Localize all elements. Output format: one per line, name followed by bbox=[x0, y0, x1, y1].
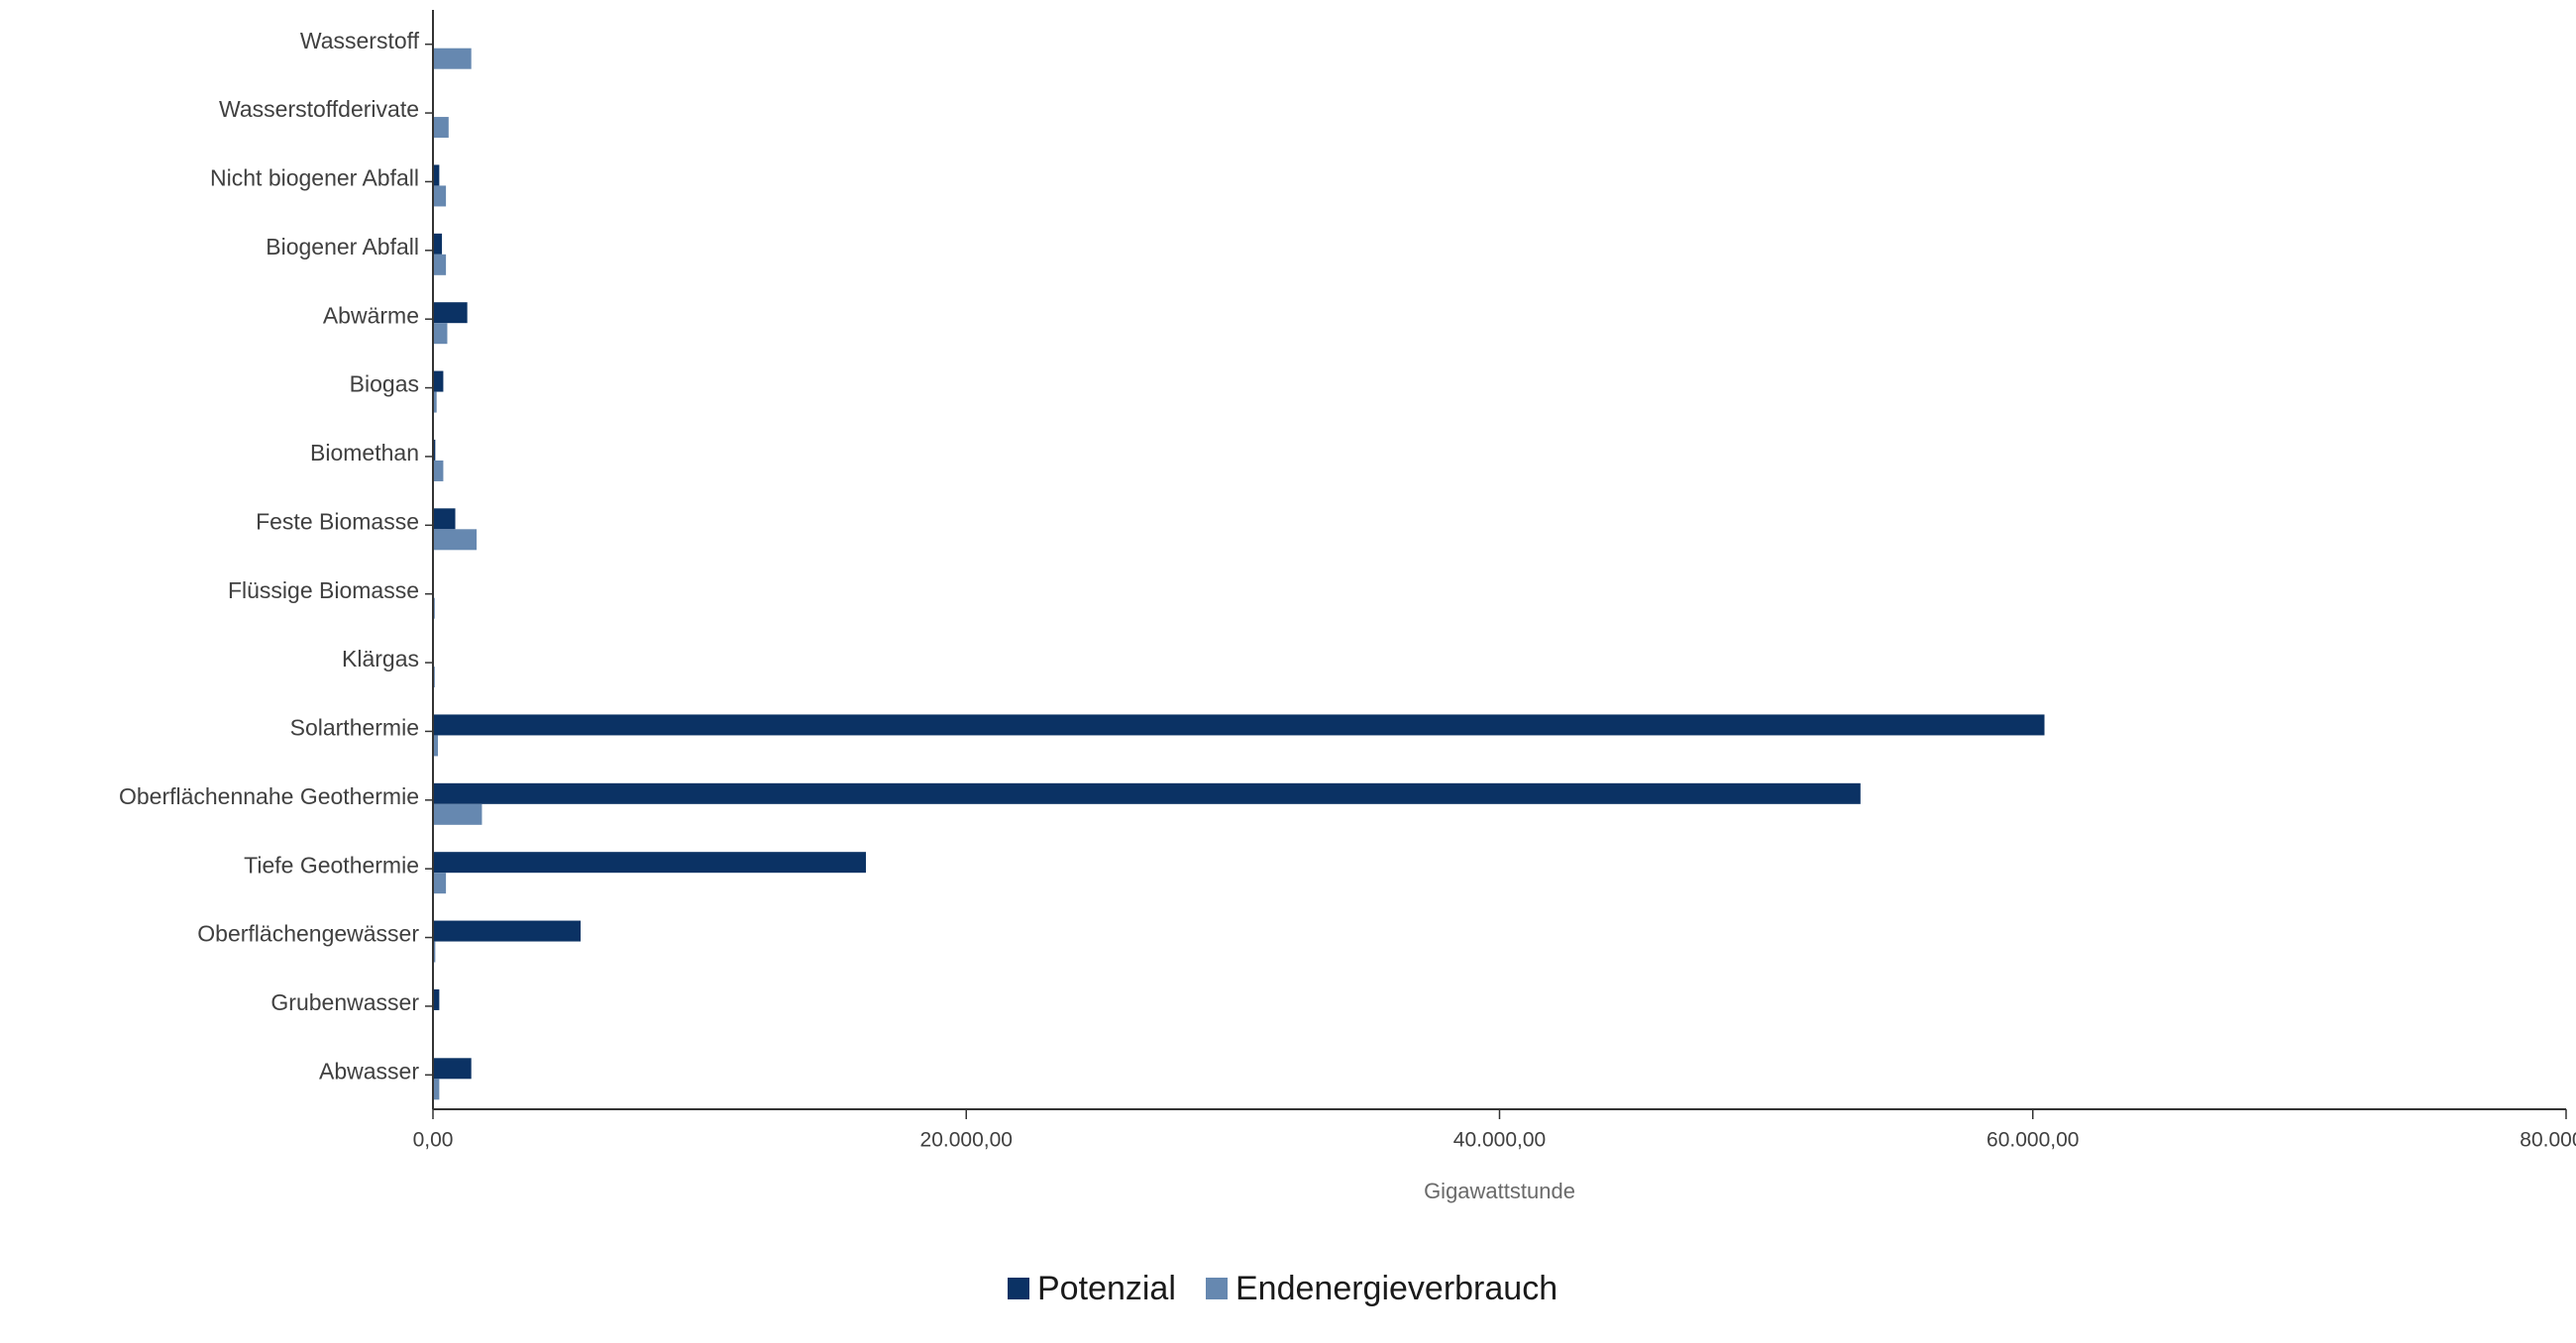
category-label-feste-biomasse: Feste Biomasse bbox=[256, 508, 419, 534]
bar-endenergieverbrauch-nicht-biogener-abfall[interactable] bbox=[434, 185, 447, 207]
category-label-wasserstoff: Wasserstoff bbox=[300, 28, 420, 53]
legend-label-potenzial: Potenzial bbox=[1037, 1270, 1176, 1307]
bar-endenergieverbrauch-klaergas[interactable] bbox=[434, 667, 435, 688]
x-tick-label: 80.000,00 bbox=[2520, 1129, 2576, 1152]
category-label-wasserstoffderivate: Wasserstoffderivate bbox=[219, 96, 419, 122]
category-label-oberflaechengewaesser: Oberflächengewässer bbox=[197, 921, 419, 947]
bar-potenzial-feste-biomasse[interactable] bbox=[434, 508, 456, 530]
bar-endenergieverbrauch-solarthermie[interactable] bbox=[434, 735, 439, 757]
category-label-grubenwasser: Grubenwasser bbox=[270, 989, 419, 1015]
bar-endenergieverbrauch-wasserstoffderivate[interactable] bbox=[434, 117, 449, 139]
bar-potenzial-grubenwasser[interactable] bbox=[434, 988, 440, 1010]
x-axis-ticks: 0,00 20.000,00 40.000,00 60.000,00 80.000,00 bbox=[413, 1109, 2576, 1152]
category-label-fluessige-biomasse: Flüssige Biomasse bbox=[228, 577, 419, 603]
legend-label-endenergieverbrauch: Endenergieverbrauch bbox=[1235, 1270, 1557, 1307]
category-label-tiefe-geothermie: Tiefe Geothermie bbox=[244, 852, 419, 878]
bar-endenergieverbrauch-fluessige-biomasse[interactable] bbox=[434, 597, 435, 619]
category-label-biogas: Biogas bbox=[350, 371, 419, 397]
bar-endenergieverbrauch-biomethan[interactable] bbox=[434, 460, 444, 481]
bar-potenzial-solarthermie[interactable] bbox=[434, 714, 2045, 736]
bar-endenergieverbrauch-abwaerme[interactable] bbox=[434, 323, 448, 345]
bar-potenzial-nicht-biogener-abfall[interactable] bbox=[434, 164, 440, 186]
bars-layer bbox=[434, 48, 2045, 1100]
legend-swatch-endenergieverbrauch bbox=[1206, 1278, 1228, 1299]
legend: Potenzial Endenergieverbrauch bbox=[1008, 1270, 1557, 1307]
bar-endenergieverbrauch-biogener-abfall[interactable] bbox=[434, 254, 447, 275]
category-label-oberflaechennahe-geothermie: Oberflächennahe Geothermie bbox=[119, 783, 419, 809]
bar-endenergieverbrauch-tiefe-geothermie[interactable] bbox=[434, 873, 447, 894]
bar-potenzial-tiefe-geothermie[interactable] bbox=[434, 852, 866, 874]
category-label-abwaerme: Abwärme bbox=[323, 302, 419, 328]
category-label-biomethan: Biomethan bbox=[310, 440, 419, 465]
bar-potenzial-biogas[interactable] bbox=[434, 370, 444, 392]
category-label-nicht-biogener-abfall: Nicht biogener Abfall bbox=[210, 165, 419, 191]
bar-endenergieverbrauch-abwasser[interactable] bbox=[434, 1079, 440, 1100]
x-tick-label: 0,00 bbox=[413, 1129, 454, 1152]
bar-potenzial-abwasser[interactable] bbox=[434, 1058, 472, 1080]
bar-endenergieverbrauch-feste-biomasse[interactable] bbox=[434, 529, 478, 551]
x-axis-title: Gigawattstunde bbox=[1424, 1179, 1575, 1203]
bar-potenzial-oberflaechengewaesser[interactable] bbox=[434, 920, 582, 942]
bar-endenergieverbrauch-oberflaechengewaesser[interactable] bbox=[434, 941, 436, 963]
category-label-klaergas: Klärgas bbox=[342, 646, 419, 672]
bar-potenzial-oberflaechennahe-geothermie[interactable] bbox=[434, 782, 1861, 804]
bar-potenzial-biogener-abfall[interactable] bbox=[434, 233, 443, 255]
legend-swatch-potenzial bbox=[1008, 1278, 1029, 1299]
category-labels: Wasserstoff Wasserstoffderivate Nicht biog… bbox=[119, 28, 433, 1084]
bar-endenergieverbrauch-wasserstoff[interactable] bbox=[434, 48, 472, 69]
bar-potenzial-abwaerme[interactable] bbox=[434, 302, 468, 324]
bar-potenzial-biomethan[interactable] bbox=[434, 439, 436, 461]
category-label-biogener-abfall: Biogener Abfall bbox=[266, 234, 419, 259]
category-label-solarthermie: Solarthermie bbox=[290, 715, 419, 741]
x-tick-label: 40.000,00 bbox=[1453, 1129, 1546, 1152]
bar-endenergieverbrauch-oberflaechennahe-geothermie[interactable] bbox=[434, 803, 483, 825]
x-tick-label: 60.000,00 bbox=[1986, 1129, 2079, 1152]
bar-endenergieverbrauch-biogas[interactable] bbox=[434, 391, 437, 413]
category-label-abwasser: Abwasser bbox=[319, 1058, 419, 1084]
x-tick-label: 20.000,00 bbox=[920, 1129, 1013, 1152]
